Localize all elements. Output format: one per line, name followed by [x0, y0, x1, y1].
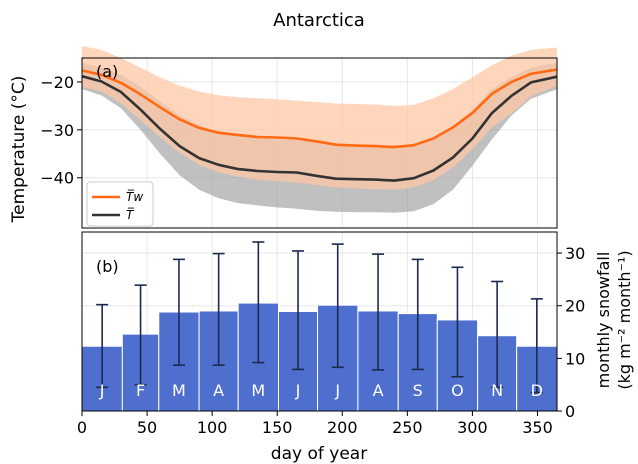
month-label: A: [373, 381, 384, 400]
month-label: A: [213, 381, 224, 400]
temperature-y-axis-label: Temperature (°C): [9, 76, 29, 224]
x-tick-label: 350: [522, 418, 553, 437]
month-label: O: [451, 381, 464, 400]
day-of-year-x-ticks: 0 50 100 150 200 250 300 350: [77, 411, 553, 437]
month-label: D: [531, 381, 543, 400]
temperature-ytick-label: −20: [40, 73, 74, 92]
snowfall-ytick-label: 30: [565, 244, 585, 263]
month-label: M: [172, 381, 186, 400]
legend-tw-label: T̅w: [126, 189, 143, 204]
panel-a-label: (a): [96, 62, 118, 81]
temperature-ytick-label: −30: [40, 121, 74, 140]
temperature-ytick-label: −40: [40, 169, 74, 188]
chart-title: Antarctica: [273, 10, 365, 31]
snowfall-panel: J F M A M J J A S O N D 0 10 20 30 0 50 100 150 200 250 300 3…: [77, 231, 634, 464]
snowfall-y-ticks: 0 10 20 30: [557, 244, 585, 421]
month-label: N: [491, 381, 503, 400]
legend-box: [86, 181, 154, 227]
snowfall-ytick-label: 20: [565, 297, 585, 316]
month-label: M: [251, 381, 265, 400]
snowfall-y-axis-label-line2: (kg m⁻² month⁻¹): [615, 250, 634, 389]
legend-t-label: T̅: [126, 207, 135, 222]
line-t: [81, 74, 558, 182]
month-label: J: [295, 381, 301, 400]
snowfall-bars: [81, 302, 558, 412]
month-label: S: [413, 381, 423, 400]
line-tw: [81, 68, 558, 149]
temperature-panel: −20 −30 −40 (a) Temperature (°C) T̅w T̅: [9, 46, 558, 229]
x-tick-label: 200: [327, 418, 358, 437]
temperature-axes-frame: [81, 57, 558, 229]
month-label: J: [99, 381, 105, 400]
temperature-bands: [82, 46, 557, 213]
x-tick-label: 300: [457, 418, 488, 437]
snowfall-ytick-label: 10: [565, 349, 585, 368]
x-tick-label: 150: [262, 418, 293, 437]
x-tick-label: 0: [77, 418, 87, 437]
panel-b-label: (b): [96, 257, 119, 276]
snowfall-error-bars: [96, 241, 543, 394]
band-tw: [82, 46, 557, 190]
temperature-y-ticks: −20 −30 −40: [40, 73, 82, 188]
snowfall-axes-frame: [81, 231, 558, 412]
month-label: J: [334, 381, 340, 400]
month-label: F: [136, 381, 145, 400]
x-tick-label: 100: [197, 418, 228, 437]
temperature-lines: [81, 68, 558, 182]
x-tick-label: 50: [137, 418, 157, 437]
snowfall-y-axis-label-line1: monthly snowfall: [594, 252, 613, 389]
temperature-legend: T̅w T̅: [86, 181, 154, 227]
x-tick-label: 250: [392, 418, 423, 437]
x-axis-label: day of year: [271, 444, 367, 464]
snowfall-ytick-label: 0: [565, 402, 575, 421]
